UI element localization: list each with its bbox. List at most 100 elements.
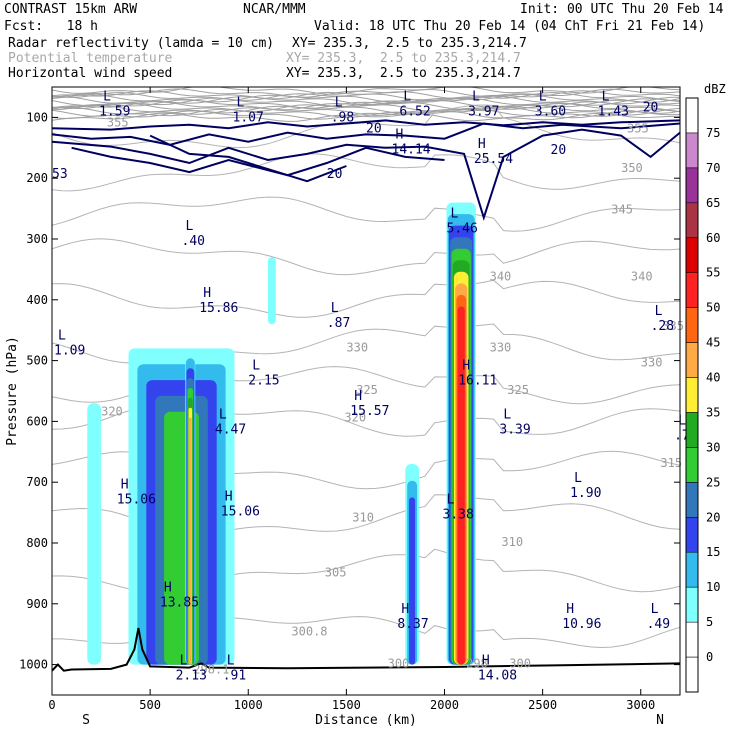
extremum-marker: L <box>227 654 235 669</box>
field-name-reflectivity: Radar reflectivity (lamda = 10 cm) <box>8 36 275 51</box>
field-xy-theta: XY= 235.3, 2.5 to 235.3,214.7 <box>286 51 521 66</box>
extremum-value: 15.57 <box>350 404 389 419</box>
theta-label: 330 <box>641 356 663 370</box>
extremum-value: 15.06 <box>221 504 260 519</box>
theta-label: 340 <box>631 269 653 283</box>
theta-line <box>52 279 680 318</box>
extremum-value: 3.38 <box>443 508 474 523</box>
y-tick-label: 500 <box>26 354 48 368</box>
colorbar-swatch <box>685 167 699 204</box>
reflectivity-cell <box>409 497 416 665</box>
colorbar-swatch <box>685 307 699 343</box>
wind-contour <box>52 128 680 222</box>
theta-label: 355 <box>627 122 649 136</box>
theta-label: 320 <box>344 410 366 424</box>
extremum-value: 1.07 <box>233 111 264 126</box>
theta-contours <box>52 87 680 649</box>
extremum-value: 6.52 <box>399 104 430 119</box>
extremum-value: 4.47 <box>215 422 246 437</box>
colorbar-label: 25 <box>706 475 720 489</box>
colorbar-label: 15 <box>706 545 720 559</box>
theta-label: 300 <box>509 657 531 671</box>
theta-label: 310 <box>352 511 374 525</box>
colorbar-swatch <box>685 377 699 413</box>
extremum-value: .40 <box>182 234 205 249</box>
wind-label: 20 <box>327 167 343 182</box>
theta-line <box>52 93 680 104</box>
org-label: NCAR/MMM <box>243 2 306 17</box>
theta-line <box>52 106 680 117</box>
reflectivity-cell <box>87 403 101 665</box>
colorbar-unit: dBZ <box>704 82 726 96</box>
extremum-value: 3.97 <box>468 104 499 119</box>
axes: 100 200 300 400 500 600 700 800 900 1000 0 500 1000 1… <box>5 87 680 728</box>
colorbar-swatch <box>685 237 699 273</box>
extremum-marker: H <box>121 477 129 492</box>
y-tick-label: 400 <box>26 293 48 307</box>
colorbar-swatch <box>685 342 699 378</box>
colorbar-swatch <box>685 621 699 658</box>
colorbar-label: 5 <box>706 615 713 629</box>
terrain <box>52 627 680 672</box>
extremum-marker: H <box>482 654 490 669</box>
extremum-marker: H <box>225 489 233 504</box>
extremum-marker: L <box>655 304 663 319</box>
colorbar-frame <box>685 97 699 693</box>
colorbar-swatch <box>685 272 699 308</box>
y-tick-label: 300 <box>26 232 48 246</box>
colorbar-label: 70 <box>706 161 720 175</box>
extremum-value: 1.09 <box>54 343 85 358</box>
extremum-marker: L <box>219 407 227 422</box>
theta-label: 330 <box>346 341 368 355</box>
extremum-value: 8.37 <box>397 617 428 632</box>
theta-line <box>52 91 680 102</box>
model-title: CONTRAST 15km ARW <box>4 2 138 17</box>
colorbar-swatch <box>685 132 699 169</box>
extremum-marker: L <box>335 96 343 111</box>
wind-contour <box>52 122 680 146</box>
extremum-value: 25.54 <box>474 152 513 167</box>
theta-label: 305 <box>325 565 347 579</box>
extremum-value: 1.90 <box>570 486 601 501</box>
colorbar-label: 20 <box>706 510 720 524</box>
theta-label: 335 <box>662 319 684 333</box>
extremum-marker: H <box>396 128 404 143</box>
x-end-south: S <box>82 713 90 728</box>
extremum-value: .98 <box>331 111 354 126</box>
extremum-value: 3.39 <box>499 422 530 437</box>
theta-line <box>52 102 680 112</box>
colorbar-label: 60 <box>706 231 720 245</box>
y-tick-label: 600 <box>26 414 48 428</box>
y-tick-label: 100 <box>26 110 48 124</box>
theta-label: 345 <box>611 203 633 217</box>
y-tick-label: 200 <box>26 171 48 185</box>
colorbar-label: 50 <box>706 301 720 315</box>
reflectivity-cell <box>457 306 465 665</box>
extremum-marker: L <box>503 407 511 422</box>
wind-contour <box>71 146 445 177</box>
colorbar-swatch <box>685 447 699 483</box>
extremum-marker: L <box>451 207 459 222</box>
theta-line <box>52 153 680 192</box>
x-tick-label: 3000 <box>626 698 655 712</box>
colorbar-label: 35 <box>706 406 720 420</box>
theta-label: 325 <box>356 383 378 397</box>
field-xy-wind: XY= 235.3, 2.5 to 235.3,214.7 <box>286 66 521 81</box>
extremum-marker: L <box>651 602 659 617</box>
theta-line <box>52 87 680 95</box>
extremum-marker: L <box>103 89 111 104</box>
theta-label: 300.8 <box>291 624 327 638</box>
colorbar-swatch <box>685 517 699 553</box>
extremum-marker: H <box>462 359 470 374</box>
colorbar: 0 5 10 15 20 25 30 35 40 45 50 55 60 65 70 75 dBZ <box>685 82 726 693</box>
theta-line <box>52 196 680 232</box>
colorbar-label: 10 <box>706 580 720 594</box>
colorbar-label: 75 <box>706 126 720 140</box>
extremum-value: 16.11 <box>458 374 497 389</box>
extremum-value: 2.15 <box>248 374 279 389</box>
theta-label: 325 <box>507 383 529 397</box>
y-tick-label: 900 <box>26 597 48 611</box>
colorbar-swatch <box>685 656 699 693</box>
colorbar-swatch <box>685 482 699 518</box>
